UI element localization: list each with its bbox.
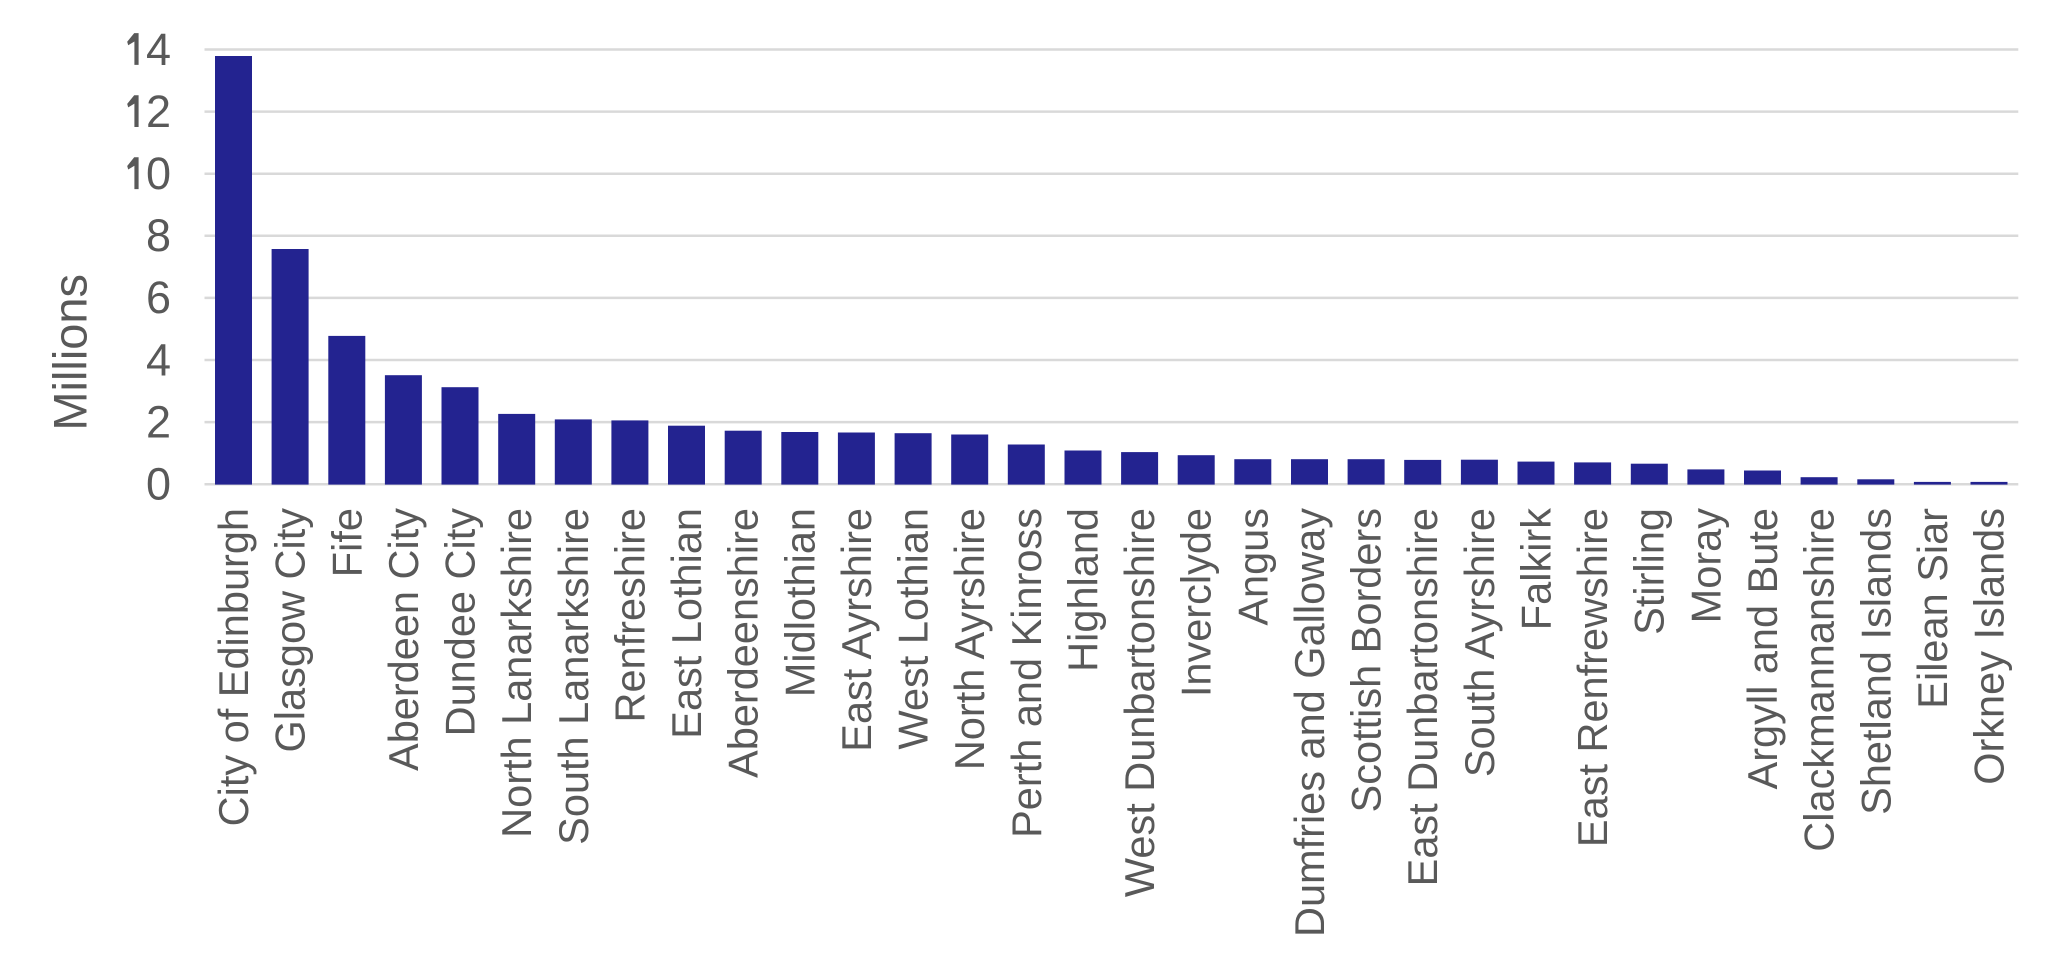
- svg-text:Moray: Moray: [1682, 508, 1729, 624]
- svg-text:North Ayrshire: North Ayrshire: [946, 508, 993, 770]
- svg-text:Inverclyde: Inverclyde: [1173, 508, 1220, 697]
- svg-text:Shetland Islands: Shetland Islands: [1852, 508, 1899, 815]
- svg-text:Angus: Angus: [1229, 508, 1276, 626]
- svg-text:Glasgow City: Glasgow City: [267, 508, 314, 753]
- svg-text:Midlothian: Midlothian: [776, 508, 823, 697]
- svg-text:Scottish Borders: Scottish Borders: [1343, 508, 1390, 812]
- svg-text:East Dunbartonshire: East Dunbartonshire: [1399, 508, 1446, 886]
- svg-text:West Lothian: West Lothian: [890, 508, 937, 749]
- svg-text:4: 4: [146, 24, 171, 75]
- svg-text:4: 4: [146, 334, 171, 385]
- svg-text:0: 0: [146, 459, 171, 510]
- svg-text:East Lothian: East Lothian: [663, 508, 710, 739]
- svg-text:6: 6: [146, 272, 171, 323]
- svg-text:Aberdeen City: Aberdeen City: [380, 508, 427, 771]
- svg-text:Clackmannanshire: Clackmannanshire: [1796, 508, 1843, 852]
- svg-text:Perth and Kinross: Perth and Kinross: [1003, 508, 1050, 838]
- svg-text:Aberdeenshire: Aberdeenshire: [720, 508, 767, 778]
- svg-text:North Lanarkshire: North Lanarkshire: [493, 508, 540, 838]
- svg-text:City of Edinburgh: City of Edinburgh: [210, 508, 257, 826]
- svg-text:South Ayrshire: South Ayrshire: [1456, 508, 1503, 777]
- svg-text:Dumfries and Galloway: Dumfries and Galloway: [1286, 508, 1333, 937]
- svg-text:Falkirk: Falkirk: [1513, 508, 1560, 630]
- svg-text:Eilean Siar: Eilean Siar: [1909, 508, 1956, 709]
- svg-text:Millions: Millions: [44, 274, 97, 431]
- svg-text:2: 2: [146, 86, 171, 137]
- svg-text:Highland: Highland: [1060, 508, 1107, 672]
- svg-text:East Renfrewshire: East Renfrewshire: [1569, 508, 1616, 847]
- svg-text:0: 0: [146, 148, 171, 199]
- svg-text:Argyll and Bute: Argyll and Bute: [1739, 508, 1786, 789]
- svg-text:Stirling: Stirling: [1626, 508, 1673, 635]
- svg-text:Fife: Fife: [323, 508, 370, 577]
- svg-text:West Dunbartonshire: West Dunbartonshire: [1116, 508, 1163, 897]
- svg-text:Renfreshire: Renfreshire: [606, 508, 653, 723]
- svg-text:Orkney Islands: Orkney Islands: [1966, 508, 2013, 785]
- svg-text:8: 8: [146, 210, 171, 261]
- svg-text:Dundee City: Dundee City: [437, 508, 484, 737]
- svg-text:2: 2: [146, 396, 171, 447]
- svg-text:South Lanarkshire: South Lanarkshire: [550, 508, 597, 845]
- svg-text:East Ayrshire: East Ayrshire: [833, 508, 880, 752]
